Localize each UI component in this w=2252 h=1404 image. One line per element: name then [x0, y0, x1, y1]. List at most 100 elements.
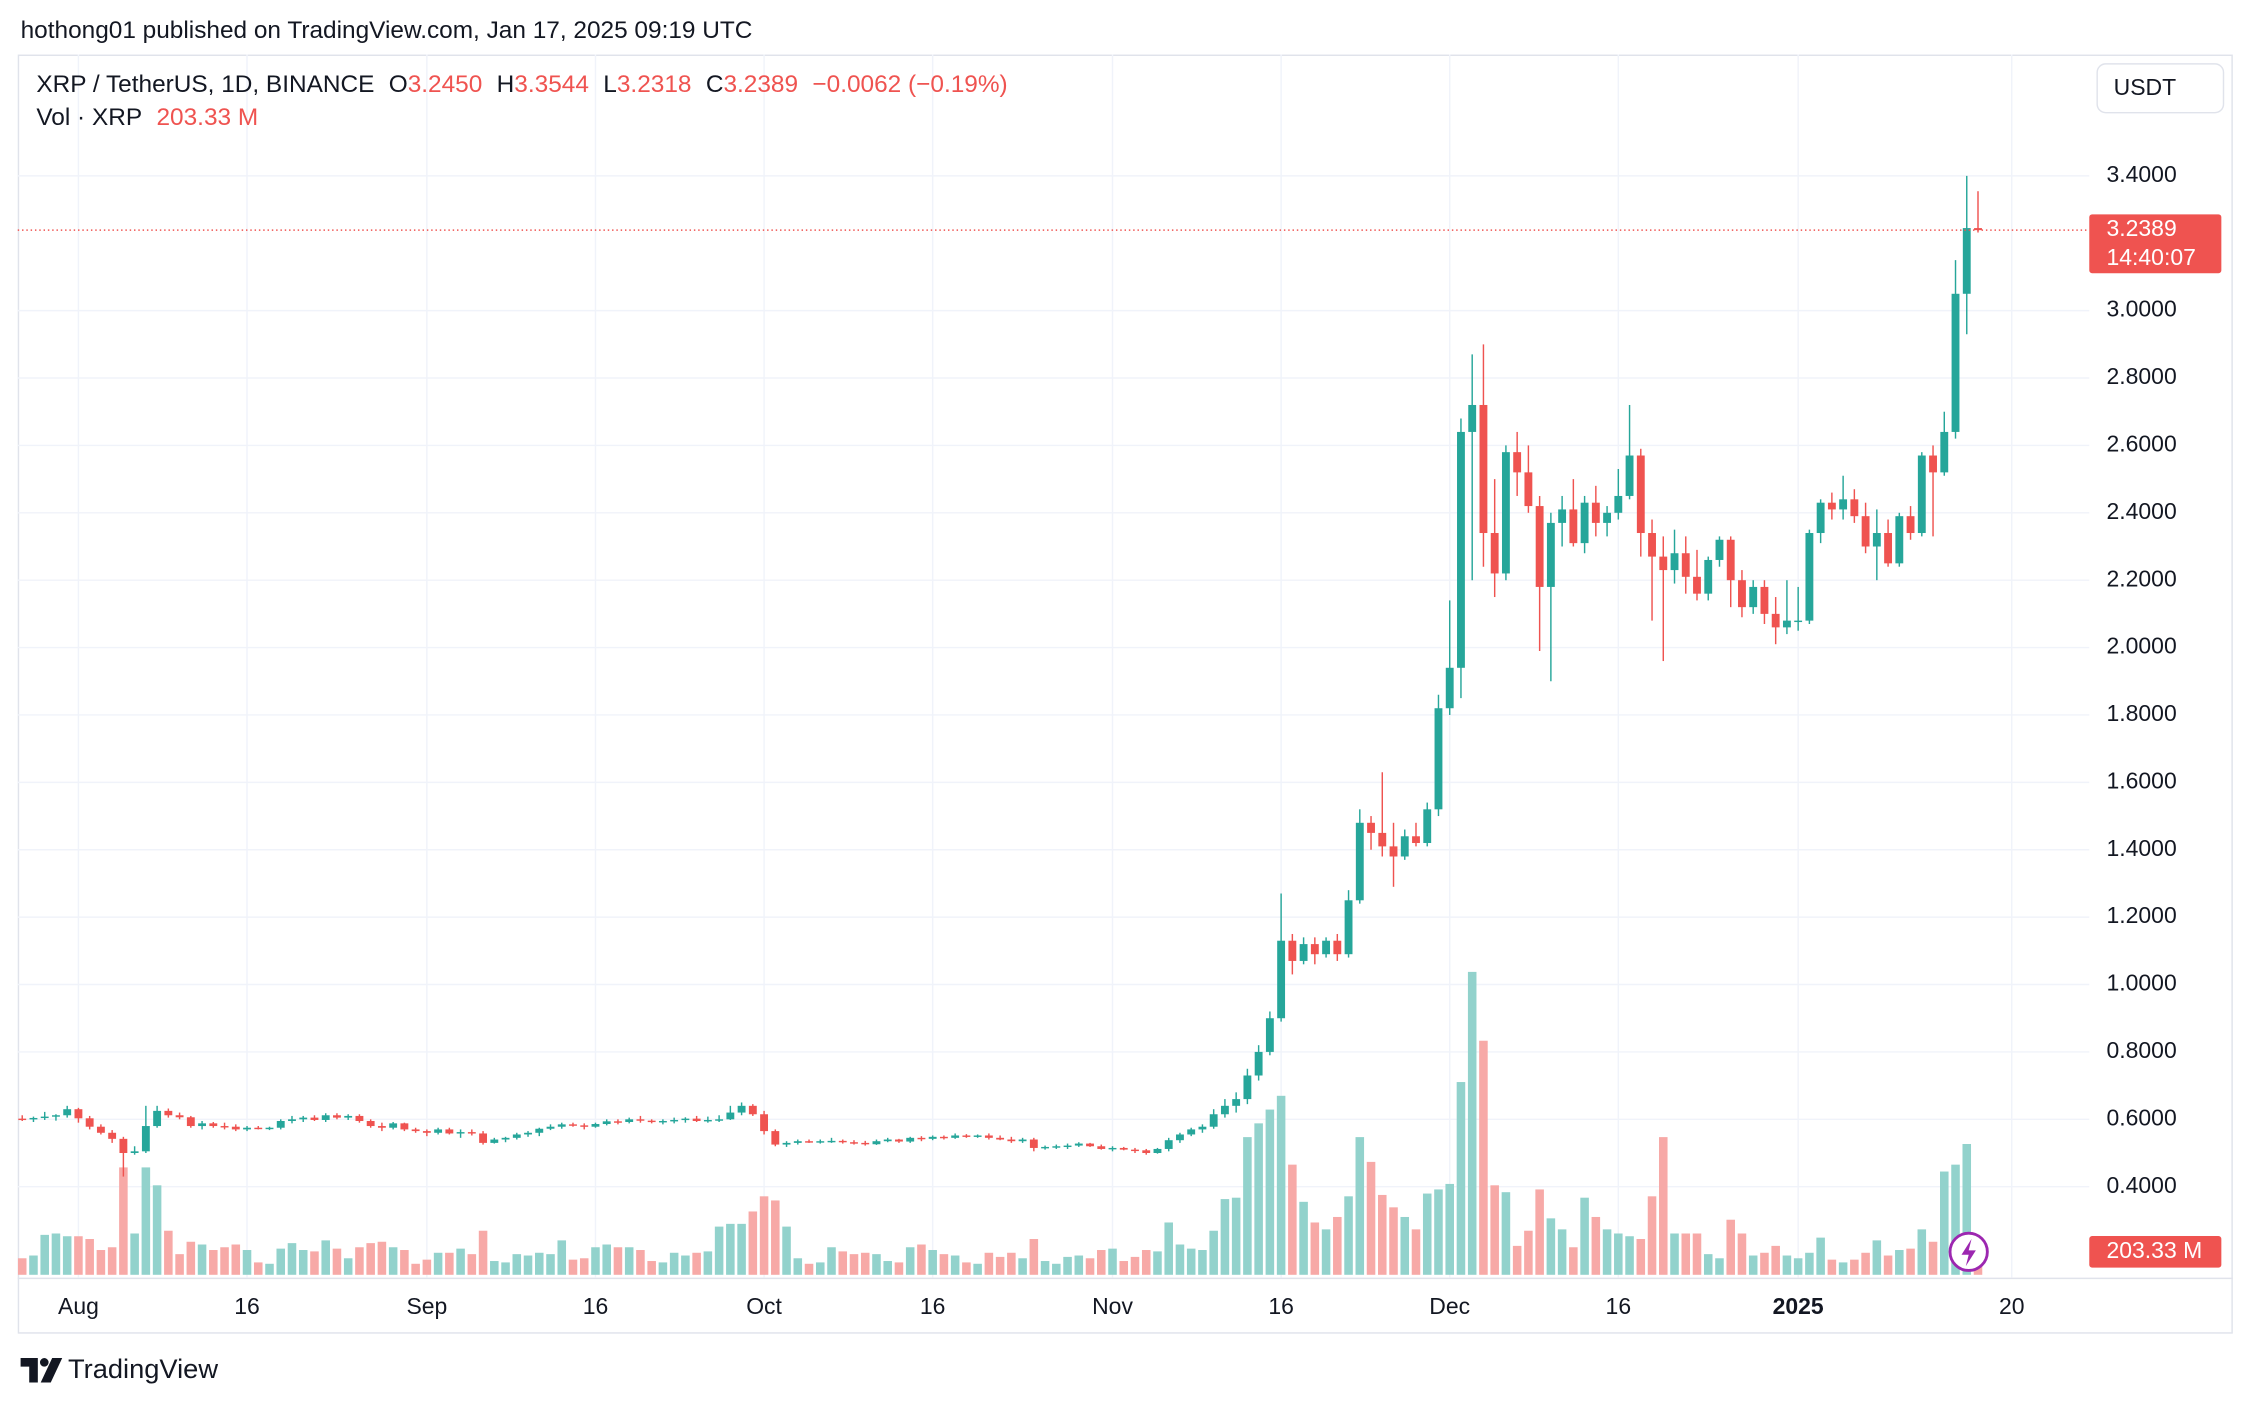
volume-bar — [1501, 1192, 1511, 1275]
volume-bar — [433, 1252, 443, 1275]
candle-body — [1232, 1099, 1241, 1106]
candle-body — [1355, 822, 1364, 901]
volume-bar — [546, 1254, 555, 1275]
volume-bar — [1254, 1123, 1263, 1275]
volume-bar — [984, 1252, 994, 1275]
candle-body — [1299, 944, 1308, 961]
candle-body — [366, 1120, 375, 1127]
volume-bar — [534, 1252, 544, 1275]
candle-body — [760, 1114, 769, 1132]
candle-body — [108, 1132, 117, 1139]
volume-bar — [1647, 1196, 1657, 1275]
candle-body — [119, 1138, 128, 1153]
volume-bar — [1591, 1216, 1601, 1275]
candle-body — [141, 1126, 150, 1152]
volume-bar — [1636, 1238, 1646, 1275]
candle-body — [782, 1142, 791, 1145]
candle-body — [1097, 1146, 1106, 1149]
volume-bar — [332, 1248, 342, 1275]
volume-bar — [1670, 1233, 1679, 1275]
volume-bar — [737, 1223, 746, 1275]
volume-bar — [658, 1262, 668, 1275]
volume-bar — [1141, 1250, 1151, 1275]
volume-bar — [917, 1244, 926, 1275]
candle-body — [535, 1128, 544, 1133]
candle-body — [1412, 836, 1420, 844]
change: −0.0062 (−0.19%) — [812, 72, 1007, 99]
volume-bar — [1737, 1233, 1747, 1275]
volume-bar — [860, 1252, 870, 1275]
volume-bar — [1097, 1250, 1106, 1275]
volume-bar — [1018, 1258, 1027, 1275]
volume-bar — [388, 1247, 398, 1275]
last-volume-box — [2089, 1236, 2222, 1268]
volume-bar — [1883, 1255, 1893, 1275]
candle-body — [625, 1119, 634, 1122]
volume-bar — [1557, 1229, 1567, 1275]
candle-body — [715, 1119, 724, 1121]
x-tick-label: 20 — [1999, 1293, 2025, 1319]
candle-body — [1220, 1105, 1229, 1115]
candle-body — [1614, 495, 1623, 513]
y-tick-label: 0.8000 — [2107, 1037, 2177, 1063]
volume-bar — [298, 1250, 308, 1275]
volume-bar — [1265, 1109, 1275, 1275]
candle-body — [1771, 613, 1780, 628]
candle-body — [1917, 455, 1926, 534]
candle-body — [1344, 900, 1353, 955]
volume-bar — [1748, 1255, 1758, 1275]
candle-body — [614, 1121, 622, 1123]
y-tick-label: 0.4000 — [2107, 1172, 2177, 1198]
volume-bar — [1805, 1252, 1814, 1275]
volume-bar — [1760, 1252, 1769, 1275]
volume-bar — [624, 1247, 634, 1275]
candle-body — [883, 1139, 892, 1142]
ohlc-key: O — [389, 72, 408, 99]
candle-body — [1513, 452, 1522, 473]
y-tick-label: 3.0000 — [2107, 296, 2177, 322]
volume-bar — [1838, 1262, 1848, 1275]
candle-body — [1738, 580, 1746, 608]
volume-bar — [1175, 1244, 1185, 1275]
candle-body — [1108, 1147, 1117, 1150]
volume-bar — [1659, 1137, 1668, 1275]
volume-bar — [1726, 1219, 1735, 1275]
candle-body — [1884, 533, 1893, 564]
candle-body — [1940, 431, 1949, 473]
volume-bar — [1355, 1137, 1365, 1275]
volume-bar — [1007, 1252, 1016, 1275]
volume-bar — [636, 1250, 645, 1275]
volume-bar — [1108, 1248, 1117, 1275]
candle-body — [827, 1140, 836, 1143]
candle-body — [906, 1137, 915, 1142]
volume-bar — [1928, 1241, 1938, 1275]
volume-bar — [1130, 1256, 1140, 1275]
candle-body — [546, 1126, 555, 1129]
volume-bar — [1512, 1245, 1522, 1275]
volume-bar — [692, 1252, 701, 1275]
volume-bar — [17, 1258, 27, 1275]
volume-bar — [1243, 1137, 1252, 1275]
volume-bar — [1490, 1185, 1499, 1275]
volume-bar — [928, 1250, 937, 1275]
candle-body — [1929, 455, 1937, 473]
candle-body — [1625, 455, 1634, 496]
candle-body — [1164, 1140, 1173, 1149]
last-volume-label: 203.33 M — [2107, 1237, 2203, 1263]
candle-body — [1895, 516, 1904, 564]
candle-body — [1827, 502, 1836, 510]
candle-body — [1468, 404, 1477, 432]
candle-body — [175, 1115, 184, 1118]
y-tick-label: 2.8000 — [2107, 363, 2177, 389]
candle-body — [63, 1109, 72, 1116]
currency-button[interactable] — [2096, 63, 2225, 114]
candle-body — [805, 1141, 813, 1143]
candle-body — [771, 1131, 780, 1145]
candle-body — [1052, 1146, 1061, 1148]
candle-body — [198, 1123, 207, 1127]
volume-bar — [973, 1263, 982, 1275]
y-tick-label: 2.0000 — [2107, 633, 2177, 659]
x-tick-label: 16 — [1268, 1293, 1294, 1319]
volume-bar — [29, 1255, 38, 1275]
